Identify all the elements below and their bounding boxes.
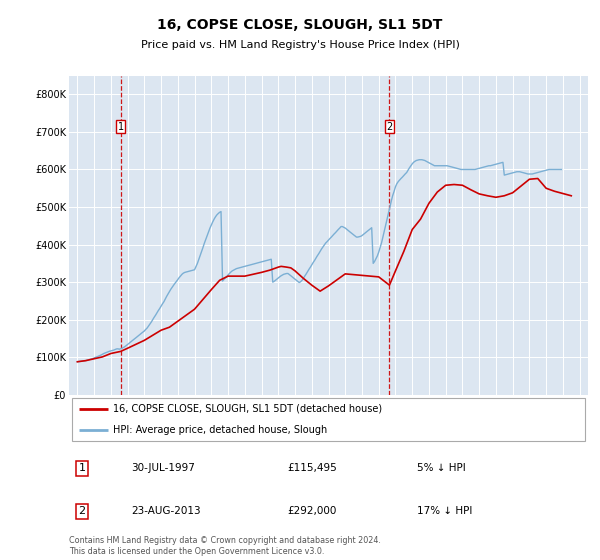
Text: 1: 1	[79, 463, 85, 473]
FancyBboxPatch shape	[71, 398, 586, 441]
Text: £292,000: £292,000	[287, 506, 337, 516]
Text: Price paid vs. HM Land Registry's House Price Index (HPI): Price paid vs. HM Land Registry's House …	[140, 40, 460, 50]
Text: 2: 2	[79, 506, 86, 516]
Text: 5% ↓ HPI: 5% ↓ HPI	[417, 463, 466, 473]
Text: 16, COPSE CLOSE, SLOUGH, SL1 5DT: 16, COPSE CLOSE, SLOUGH, SL1 5DT	[157, 18, 443, 32]
Text: 2: 2	[386, 122, 392, 132]
Text: Contains HM Land Registry data © Crown copyright and database right 2024.
This d: Contains HM Land Registry data © Crown c…	[69, 536, 381, 556]
Text: 23-AUG-2013: 23-AUG-2013	[131, 506, 201, 516]
Text: 30-JUL-1997: 30-JUL-1997	[131, 463, 195, 473]
Text: 1: 1	[118, 122, 124, 132]
Text: 17% ↓ HPI: 17% ↓ HPI	[417, 506, 472, 516]
Text: HPI: Average price, detached house, Slough: HPI: Average price, detached house, Slou…	[113, 425, 328, 435]
Text: 16, COPSE CLOSE, SLOUGH, SL1 5DT (detached house): 16, COPSE CLOSE, SLOUGH, SL1 5DT (detach…	[113, 404, 382, 414]
Text: £115,495: £115,495	[287, 463, 337, 473]
